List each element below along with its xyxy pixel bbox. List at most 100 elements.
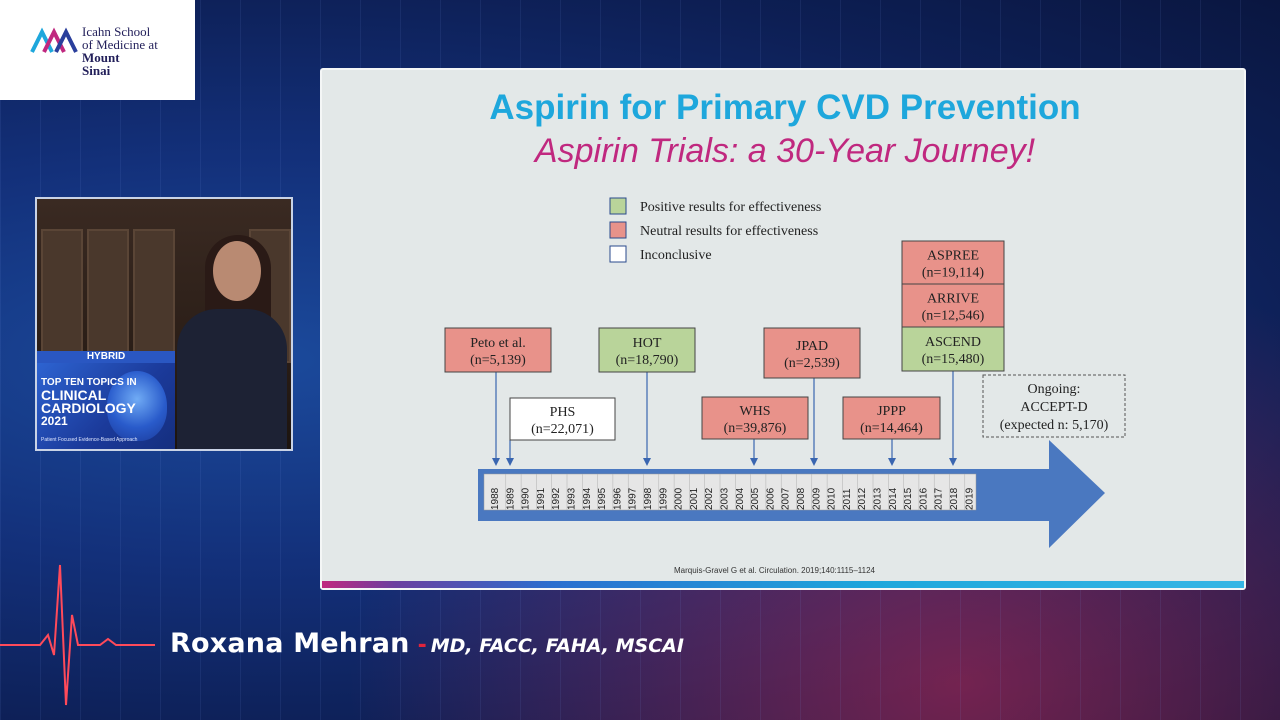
trial-n-ascend: (n=15,480) bbox=[922, 352, 985, 367]
year-label: 1988 bbox=[490, 487, 501, 510]
trial-name-aspree: ASPREE bbox=[927, 249, 979, 264]
trial-name-hot: HOT bbox=[633, 336, 662, 351]
year-label: 2003 bbox=[720, 487, 731, 510]
year-label: 2012 bbox=[857, 487, 868, 510]
ongoing-line-3: (expected n: 5,170) bbox=[1000, 418, 1109, 433]
year-label: 2017 bbox=[934, 487, 945, 510]
year-label: 1989 bbox=[505, 487, 516, 510]
year-label: 2018 bbox=[949, 487, 960, 510]
legend-label-positive: Positive results for effectiveness bbox=[640, 200, 821, 215]
year-label: 2019 bbox=[964, 487, 975, 510]
trial-name-phs: PHS bbox=[550, 405, 576, 420]
podium-tag: HYBRID bbox=[37, 351, 175, 363]
legend-swatch-neutral bbox=[609, 221, 627, 239]
slide-citation: Marquis-Gravel G et al. Circulation. 201… bbox=[674, 566, 876, 575]
speaker-body bbox=[177, 309, 287, 449]
stem-arrowhead bbox=[949, 458, 957, 466]
trial-n-hot: (n=18,790) bbox=[616, 353, 679, 368]
year-label: 2016 bbox=[918, 487, 929, 510]
year-label: 1996 bbox=[612, 487, 623, 510]
logo-line-3: Mount bbox=[82, 50, 120, 65]
stem-arrowhead bbox=[506, 458, 514, 466]
heart-icon bbox=[107, 371, 167, 441]
ongoing-line-2: ACCEPT-D bbox=[1020, 400, 1087, 415]
speaker-separator: - bbox=[417, 633, 427, 658]
year-label: 2008 bbox=[796, 487, 807, 510]
year-label: 2002 bbox=[704, 487, 715, 510]
year-label: 1998 bbox=[643, 487, 654, 510]
trial-n-aspree: (n=19,114) bbox=[922, 266, 985, 281]
year-labels: 1988 1989 1990 1991 1992 1993 1994 1995 1996 1997… bbox=[490, 474, 975, 510]
legend: Positive results for effectiveness Neutra… bbox=[609, 197, 821, 263]
trial-name-whs: WHS bbox=[739, 404, 770, 419]
year-label: 1992 bbox=[551, 487, 562, 510]
year-label: 2011 bbox=[842, 488, 853, 510]
podium-subtitle: Patient Focused Evidence-Based Approach bbox=[41, 437, 138, 443]
trial-name-arrive: ARRIVE bbox=[927, 292, 979, 307]
trial-name-petoetal: Peto et al. bbox=[470, 336, 526, 351]
stem-arrowhead bbox=[750, 458, 758, 466]
trial-box-phs bbox=[509, 397, 616, 441]
podium-title-line-1: TOP TEN TOPICS IN bbox=[41, 377, 137, 388]
stem-arrowhead bbox=[810, 458, 818, 466]
year-label: 2006 bbox=[765, 487, 776, 510]
trial-stems bbox=[492, 371, 957, 466]
year-label: 1997 bbox=[628, 487, 639, 510]
trial-box-jppp bbox=[842, 396, 941, 440]
year-label: 2010 bbox=[827, 487, 838, 510]
trial-n-petoetal: (n=5,139) bbox=[470, 353, 526, 368]
logo-line-2: of Medicine at bbox=[82, 37, 158, 52]
institution-logo: Icahn School of Medicine at Mount Sinai bbox=[0, 0, 195, 100]
trial-box-ascend bbox=[901, 326, 1005, 372]
presentation-slide: Aspirin for Primary CVD Prevention Aspir… bbox=[320, 68, 1246, 590]
speaker-video-feed: HYBRID TOP TEN TOPICS IN CLINICAL CARDIO… bbox=[35, 197, 293, 451]
year-label: 2007 bbox=[781, 487, 792, 510]
aspirin-trials-timeline: 1988 1989 1990 1991 1992 1993 1994 1995 1996 1997… bbox=[444, 197, 1126, 548]
year-label: 2004 bbox=[735, 487, 746, 510]
wood-panel bbox=[41, 229, 83, 363]
year-label: 1994 bbox=[582, 487, 593, 510]
year-label: 2001 bbox=[689, 487, 700, 510]
year-label: 1995 bbox=[597, 487, 608, 510]
trial-n-jppp: (n=14,464) bbox=[860, 421, 923, 436]
trial-boxes: Peto et al. (n=5,139) PHS (n=22,071) HOT (n=1… bbox=[444, 240, 1005, 441]
podium-title-line-4: 2021 bbox=[41, 414, 68, 428]
trial-n-whs: (n=39,876) bbox=[724, 421, 787, 436]
year-label: 2009 bbox=[811, 487, 822, 510]
podium-title-line-3: CARDIOLOGY bbox=[41, 400, 136, 416]
ongoing-box-frame bbox=[982, 374, 1126, 438]
year-label: 1993 bbox=[567, 487, 578, 510]
year-strip bbox=[483, 473, 977, 511]
podium-title-line-2: CLINICAL bbox=[41, 387, 107, 403]
speaker-credentials: MD, FACC, FAHA, MSCAI bbox=[430, 635, 684, 657]
year-label: 2014 bbox=[888, 487, 899, 510]
year-label: 2000 bbox=[674, 487, 685, 510]
slide-subtitle: Aspirin Trials: a 30-Year Journey! bbox=[534, 132, 1036, 170]
stem-arrowhead bbox=[888, 458, 896, 466]
slide-footer-bar bbox=[322, 581, 1244, 588]
wood-panel bbox=[133, 229, 175, 363]
year-label: 2005 bbox=[750, 487, 761, 510]
speaker-head bbox=[213, 241, 261, 301]
logo-line-1: Icahn School bbox=[82, 24, 151, 39]
ecg-line-decoration bbox=[0, 564, 155, 706]
year-label: 2015 bbox=[903, 487, 914, 510]
logo-text: Icahn School of Medicine at Mount Sinai bbox=[82, 25, 158, 77]
legend-label-neutral: Neutral results for effectiveness bbox=[640, 224, 818, 239]
trial-n-phs: (n=22,071) bbox=[531, 422, 594, 437]
wood-panel bbox=[87, 229, 129, 363]
trial-box-petoetal bbox=[444, 327, 552, 373]
slide-title: Aspirin for Primary CVD Prevention bbox=[489, 88, 1081, 127]
trial-name-ascend: ASCEND bbox=[925, 335, 981, 350]
trial-name-jppp: JPPP bbox=[877, 404, 906, 419]
trial-box-hot bbox=[598, 327, 696, 373]
legend-swatch-inconclusive bbox=[609, 245, 627, 263]
year-label: 1999 bbox=[658, 487, 669, 510]
podium-title: TOP TEN TOPICS IN CLINICAL CARDIOLOGY 20… bbox=[41, 377, 171, 427]
logo-line-4: Sinai bbox=[82, 63, 111, 78]
ongoing-box: Ongoing: ACCEPT-D (expected n: 5,170) bbox=[982, 374, 1126, 438]
stem-arrowhead bbox=[492, 458, 500, 466]
speaker-lower-third: Roxana Mehran - MD, FACC, FAHA, MSCAI bbox=[170, 628, 684, 659]
trial-n-jpad: (n=2,539) bbox=[784, 356, 840, 371]
speaker-name: Roxana Mehran bbox=[170, 628, 410, 659]
